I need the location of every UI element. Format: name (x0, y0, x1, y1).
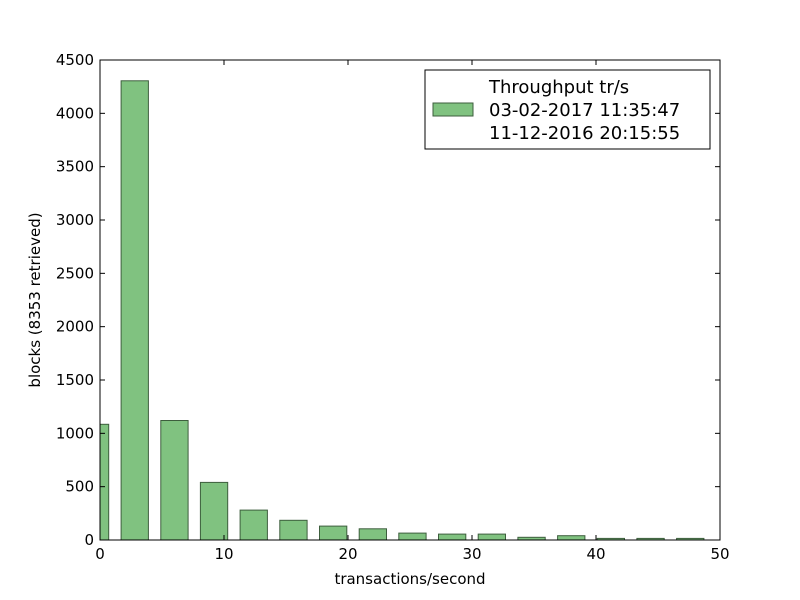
y-tick-label: 1000 (56, 424, 94, 442)
legend-line-1: Throughput tr/s (488, 77, 629, 98)
histogram-bar (319, 525, 348, 540)
y-tick-label: 1500 (56, 371, 94, 389)
histogram-bar (358, 528, 388, 540)
x-axis-label: transactions/second (334, 570, 485, 588)
y-tick-label: 3000 (56, 211, 94, 229)
histogram-bar (477, 533, 507, 540)
histogram-bar (199, 481, 229, 540)
legend-line-3: 11-12-2016 20:15:55 (489, 123, 680, 144)
histogram-bar (398, 532, 427, 540)
x-tick-label: 50 (710, 545, 729, 563)
y-tick-label: 2500 (56, 264, 94, 282)
y-tick-label: 4000 (56, 104, 94, 122)
legend: Throughput tr/s 03-02-2017 11:35:47 11-1… (424, 69, 711, 150)
x-tick-label: 10 (214, 545, 233, 563)
y-tick-label: 0 (84, 531, 94, 549)
histogram-bar (438, 533, 467, 540)
y-tick-label: 3500 (56, 158, 94, 176)
x-tick-label: 20 (338, 545, 357, 563)
x-tick-label: 0 (95, 545, 105, 563)
histogram-bar (636, 537, 665, 540)
histogram-bar (100, 423, 110, 540)
y-tick-label: 2000 (56, 318, 94, 336)
histogram-bar (239, 509, 268, 540)
histogram-bar (120, 80, 149, 540)
histogram-bar (676, 537, 705, 540)
histogram-bar (279, 519, 308, 540)
plot-frame (99, 59, 721, 541)
histogram-bar (557, 535, 586, 540)
y-tick-label: 4500 (56, 51, 94, 69)
histogram-bar (596, 537, 626, 540)
histogram-bar (160, 420, 189, 540)
x-tick-label: 30 (462, 545, 481, 563)
legend-line-2: 03-02-2017 11:35:47 (489, 100, 680, 121)
ticks-group: 0 10 20 30 40 5005001000150020002500300035004… (56, 51, 730, 563)
x-tick-label: 40 (586, 545, 605, 563)
y-axis-label: blocks (8353 retrieved) (26, 212, 44, 387)
bars-group (100, 80, 705, 540)
y-tick-label: 500 (65, 478, 94, 496)
legend-swatch (432, 102, 474, 117)
